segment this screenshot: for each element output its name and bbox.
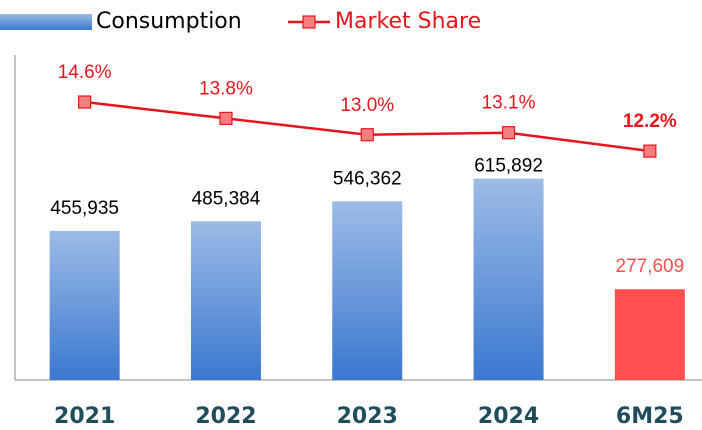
bar-value-label: 277,609 xyxy=(616,256,685,277)
x-tick-label: 6M25 xyxy=(616,404,684,429)
bar xyxy=(190,221,261,380)
line-value-label: 13.0% xyxy=(340,95,394,116)
x-tick-label: 2021 xyxy=(54,404,115,429)
x-tick-label: 2024 xyxy=(478,404,539,429)
bar xyxy=(614,289,685,380)
line-marker xyxy=(78,95,92,109)
bar xyxy=(473,178,544,380)
legend-label: Market Share xyxy=(335,9,481,34)
line-marker xyxy=(501,126,516,140)
line-value-label: 12.2% xyxy=(623,111,677,132)
line-marker xyxy=(643,144,657,158)
line-marker xyxy=(219,111,233,126)
line-value-label: 13.1% xyxy=(482,93,536,114)
bar-value-label: 455,935 xyxy=(50,198,119,219)
legend-swatch-bar xyxy=(0,14,92,30)
bar-value-label: 615,892 xyxy=(474,156,543,177)
bar xyxy=(332,201,403,380)
line-marker xyxy=(360,128,374,142)
legend-label: Consumption xyxy=(96,9,242,34)
x-tick-label: 2022 xyxy=(195,404,256,429)
x-tick-label: 2023 xyxy=(337,404,398,429)
line-value-label: 13.8% xyxy=(199,78,253,99)
legend: Consumption Market Share xyxy=(0,9,481,34)
bar-value-label: 485,384 xyxy=(192,188,261,209)
legend-swatch-marker xyxy=(302,15,316,29)
bar-value-label: 546,362 xyxy=(333,168,402,189)
line-value-label: 14.6% xyxy=(58,62,112,83)
bar xyxy=(49,230,120,380)
